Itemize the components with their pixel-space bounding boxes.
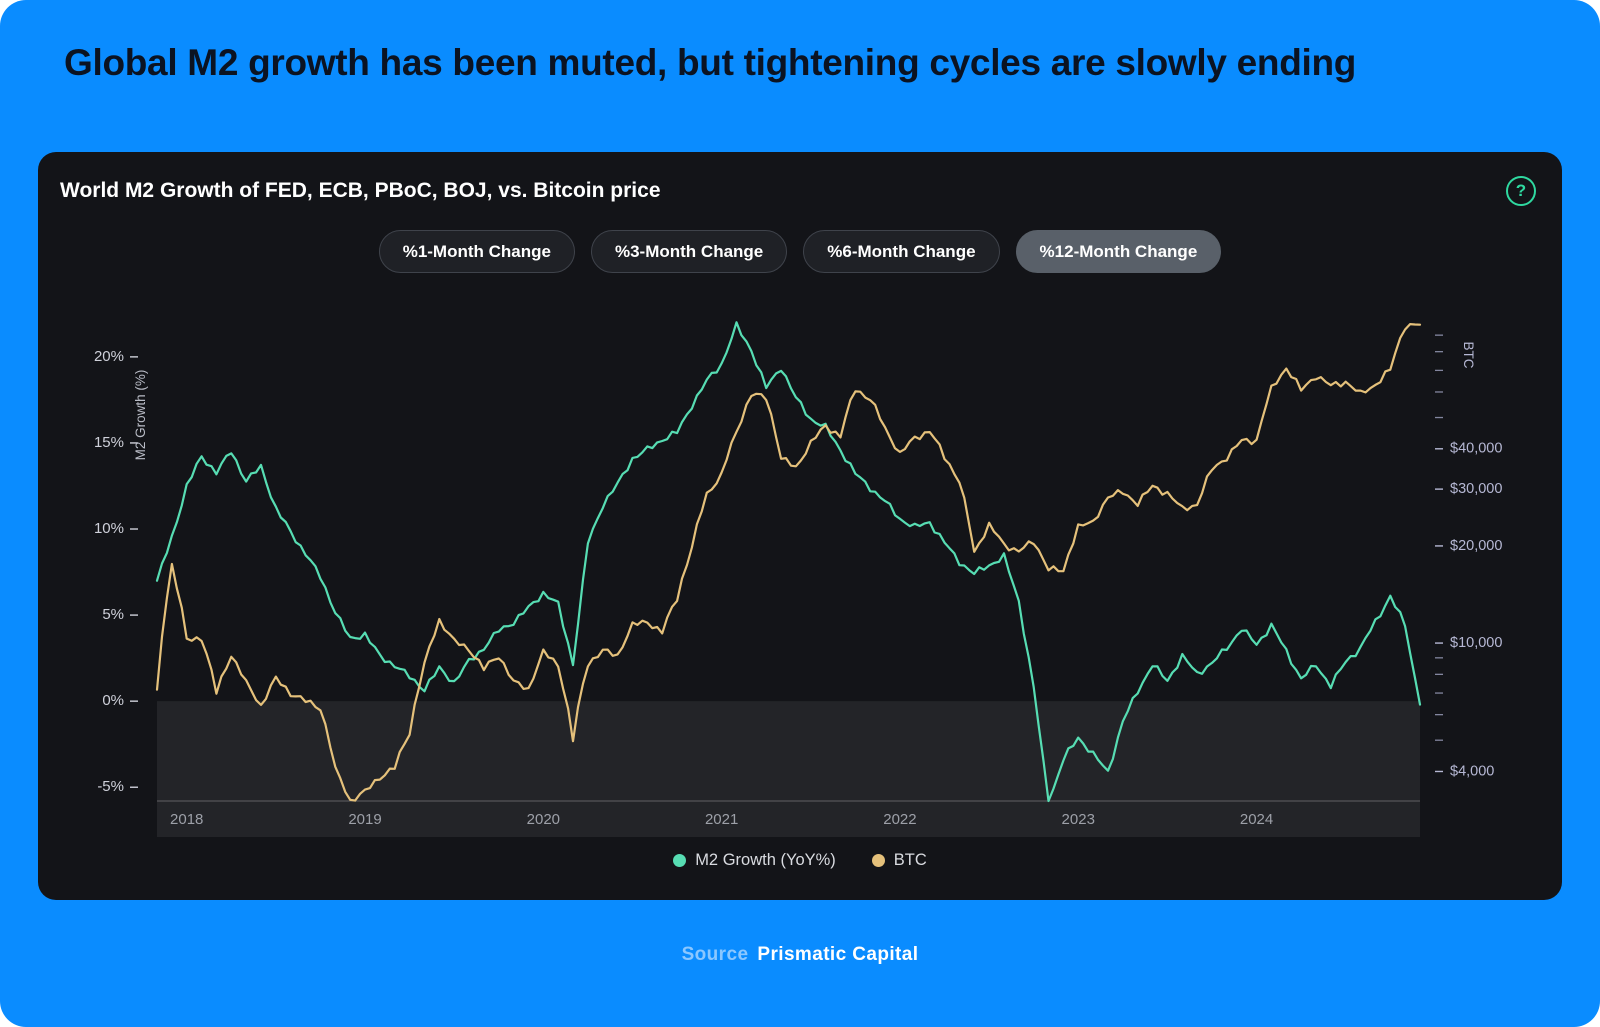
right-tick-label: $40,000 xyxy=(1450,441,1502,457)
left-axis-title: M2 Growth (%) xyxy=(133,370,148,461)
right-tick-label: $30,000 xyxy=(1450,481,1502,497)
negative-region-band xyxy=(157,701,1420,837)
chart-title: World M2 Growth of FED, ECB, PBoC, BOJ, … xyxy=(60,179,661,202)
legend-label: BTC xyxy=(893,851,927,869)
x-tick-label: 2023 xyxy=(1062,811,1095,828)
legend-label: M2 Growth (YoY%) xyxy=(695,851,836,869)
legend-item-m2-growth: M2 Growth (YoY%) xyxy=(673,851,836,870)
left-tick-label: -5% xyxy=(97,778,124,795)
toggle-1-month-change[interactable]: %1-Month Change xyxy=(378,230,575,273)
source-name: Prismatic Capital xyxy=(757,944,919,965)
toggle-3-month-change[interactable]: %3-Month Change xyxy=(590,230,788,273)
help-icon[interactable]: ? xyxy=(1506,176,1536,206)
range-toggle-group: %1-Month Change %3-Month Change %6-Month… xyxy=(38,230,1562,273)
x-tick-label: 2019 xyxy=(348,811,381,828)
left-tick-label: 5% xyxy=(102,606,124,623)
legend-dot-icon xyxy=(871,854,885,867)
chart-card: World M2 Growth of FED, ECB, PBoC, BOJ, … xyxy=(38,152,1562,900)
m2-growth-line xyxy=(155,321,1422,803)
btc-price-line xyxy=(155,323,1422,802)
card-header: World M2 Growth of FED, ECB, PBoC, BOJ, … xyxy=(38,152,1562,206)
right-axis-title: BTC xyxy=(1461,342,1476,369)
right-tick-label: $20,000 xyxy=(1450,538,1502,554)
toggle-6-month-change[interactable]: %6-Month Change xyxy=(803,230,1000,273)
right-tick-label: $10,000 xyxy=(1450,635,1502,651)
source-label: Source xyxy=(681,944,749,965)
left-tick-label: 10% xyxy=(94,520,124,537)
m2-btc-chart-canvas: 20% 15% 10% 5% 0% -5% M2 Growth (%) $40,000 $30,… xyxy=(94,321,1502,837)
page-title: Global M2 growth has been muted, but tig… xyxy=(64,42,1357,83)
toggle-12-month-change[interactable]: %12-Month Change xyxy=(1015,230,1222,273)
x-tick-label: 2020 xyxy=(527,811,560,828)
x-tick-label: 2022 xyxy=(883,811,916,828)
legend-dot-icon xyxy=(673,854,687,867)
left-tick-label: 0% xyxy=(102,692,124,709)
legend-item-btc: BTC xyxy=(871,851,927,870)
x-tick-label: 2018 xyxy=(170,811,203,828)
left-tick-label: 20% xyxy=(94,348,124,365)
x-tick-label: 2024 xyxy=(1240,811,1273,828)
left-tick-label: 15% xyxy=(94,434,124,451)
question-mark-glyph: ? xyxy=(1515,181,1527,200)
source-line: Source Prismatic Capital xyxy=(0,944,1600,966)
x-tick-label: 2021 xyxy=(705,811,738,828)
chart-legend: M2 Growth (YoY%) BTC xyxy=(38,851,1562,870)
right-tick-label: $4,000 xyxy=(1450,763,1494,779)
